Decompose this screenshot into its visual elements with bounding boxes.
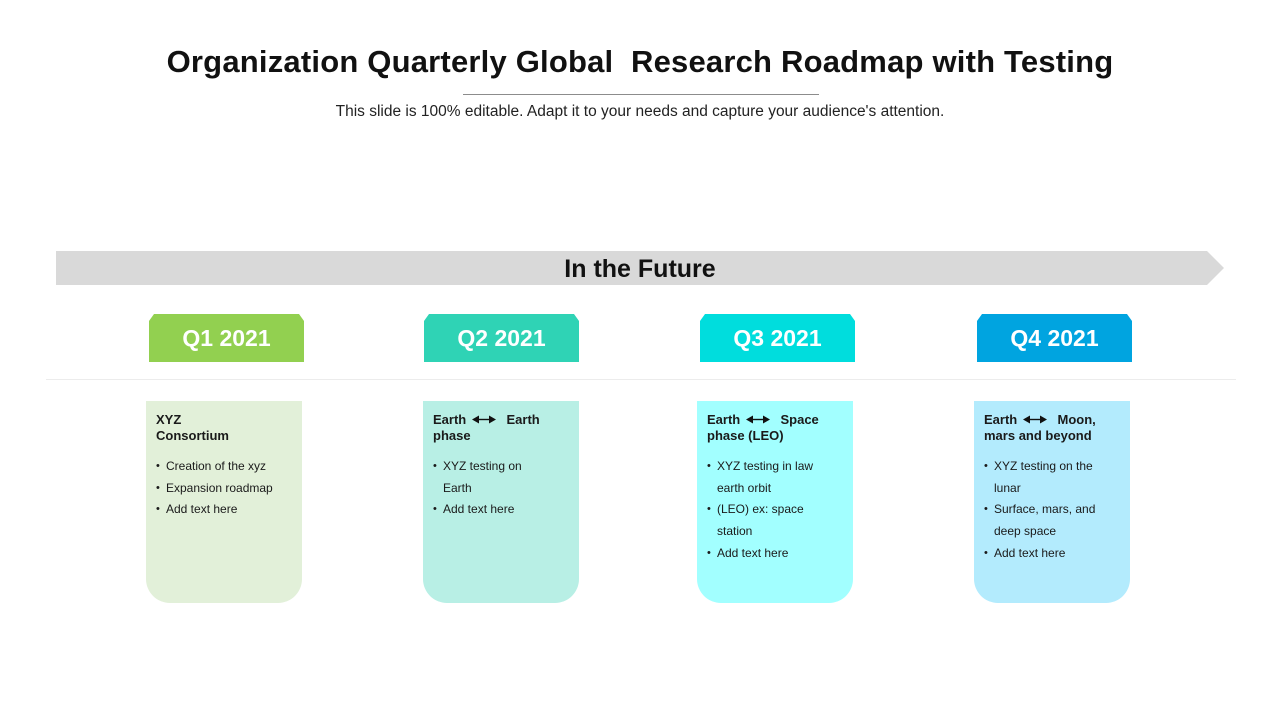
quarter-card-q4: Earth Moon, mars and beyond XYZ testing … xyxy=(974,401,1130,603)
page-title: Organization Quarterly Global Research R… xyxy=(166,44,1114,79)
banner-arrow-shape xyxy=(56,251,1224,285)
card-title-start: Earth xyxy=(707,412,741,427)
quarter-header-q1: Q1 2021 xyxy=(149,314,304,362)
list-item: Surface, mars, and deep space xyxy=(984,499,1108,542)
list-item: XYZ testing on Earth xyxy=(433,456,533,499)
card-title-end: Earth phase xyxy=(433,412,540,443)
double-arrow-icon xyxy=(471,415,496,424)
quarter-card-q2: Earth Earth phase XYZ testing on Earth A… xyxy=(423,401,579,603)
card-title: Earth Space phase (LEO) xyxy=(707,412,827,444)
list-item: XYZ testing on the lunar xyxy=(984,456,1108,499)
bullet-list: XYZ testing on the lunar Surface, mars, … xyxy=(984,456,1108,565)
list-item: Expansion roadmap xyxy=(156,478,292,500)
list-item: Add text here xyxy=(707,543,819,565)
title-underline xyxy=(463,94,819,95)
page-subtitle: This slide is 100% editable. Adapt it to… xyxy=(335,103,945,120)
quarter-card-q3: Earth Space phase (LEO) XYZ testing in l… xyxy=(697,401,853,603)
quarter-header-q4: Q4 2021 xyxy=(977,314,1132,362)
card-title-text: XYZ Consortium xyxy=(156,412,229,443)
section-divider xyxy=(46,379,1236,380)
list-item: Creation of the xyz xyxy=(156,456,292,478)
card-title: Earth Moon, mars and beyond xyxy=(984,412,1109,444)
card-title-start: Earth xyxy=(433,412,467,427)
quarter-header-q2: Q2 2021 xyxy=(424,314,579,362)
card-title: Earth Earth phase xyxy=(433,412,548,444)
list-item: Add text here xyxy=(984,543,1108,565)
card-title-end: Moon, mars and beyond xyxy=(984,412,1096,443)
bullet-list: Creation of the xyz Expansion roadmap Ad… xyxy=(156,456,292,521)
list-item: Add text here xyxy=(156,499,292,521)
future-banner: In the Future xyxy=(56,251,1224,285)
bullet-list: XYZ testing in law earth orbit (LEO) ex:… xyxy=(707,456,819,565)
list-item: Add text here xyxy=(433,499,533,521)
card-title: XYZ Consortium xyxy=(156,412,246,444)
list-item: XYZ testing in law earth orbit xyxy=(707,456,819,499)
bullet-list: XYZ testing on Earth Add text here xyxy=(433,456,533,521)
card-title-start: Earth xyxy=(984,412,1018,427)
banner-label: In the Future xyxy=(564,255,716,283)
list-item: (LEO) ex: space station xyxy=(707,499,819,542)
double-arrow-icon xyxy=(1022,415,1047,424)
quarter-card-q1: XYZ Consortium Creation of the xyz Expan… xyxy=(146,401,302,603)
double-arrow-icon xyxy=(745,415,770,424)
card-title-end: Space phase (LEO) xyxy=(707,412,819,443)
quarter-header-q3: Q3 2021 xyxy=(700,314,855,362)
